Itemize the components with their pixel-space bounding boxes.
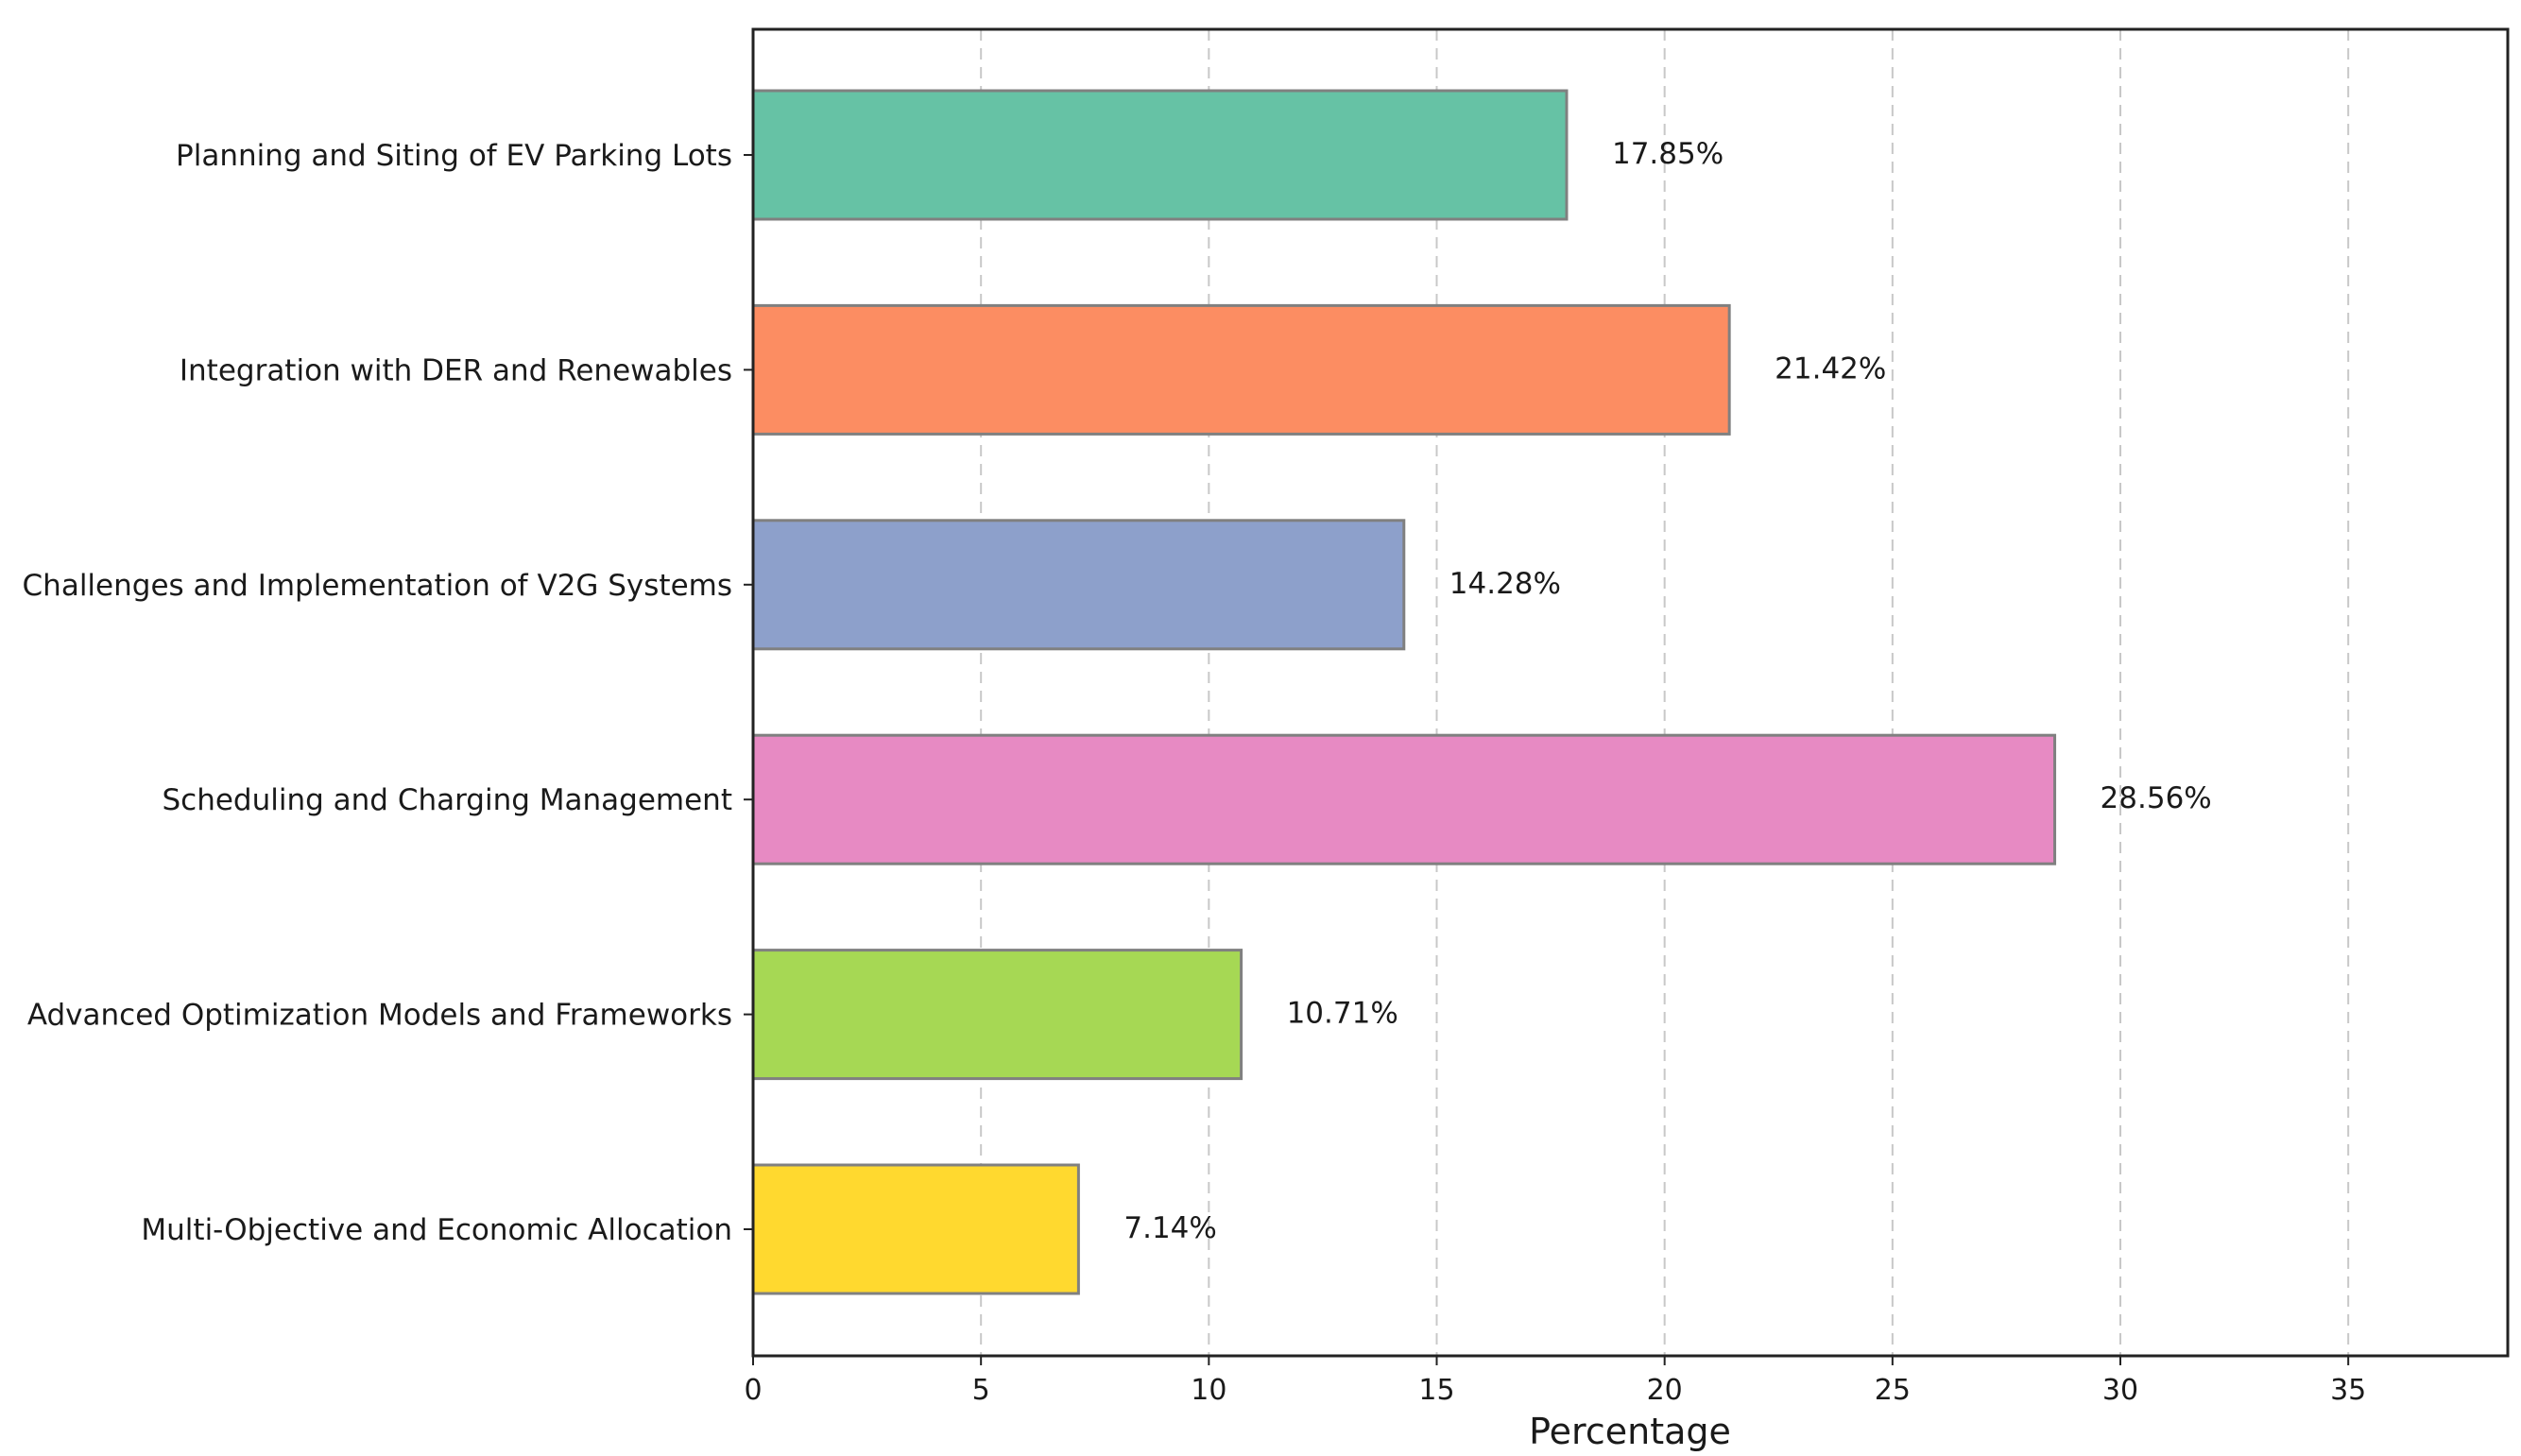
x-axis-title: Percentage	[1529, 1411, 1731, 1452]
x-tick-label: 20	[1647, 1374, 1683, 1407]
plot-frame	[751, 27, 2510, 1358]
x-tick-label: 25	[1875, 1374, 1911, 1407]
value-label: 17.85%	[1612, 137, 1724, 171]
bar-1	[751, 89, 1569, 221]
category-label: Advanced Optimization Models and Framewo…	[27, 999, 732, 1033]
x-tick-label: 0	[744, 1374, 762, 1407]
value-label: 10.71%	[1287, 997, 1398, 1031]
x-tick-label: 10	[1191, 1374, 1226, 1407]
category-label: Multi-Objective and Economic Allocation	[141, 1213, 732, 1247]
category-label: Challenges and Implementation of V2G Sys…	[23, 569, 732, 603]
bar-5	[751, 949, 1243, 1081]
x-tick-label: 5	[972, 1374, 990, 1407]
value-label: 14.28%	[1449, 567, 1561, 601]
bars	[751, 89, 2057, 1295]
bar-4	[751, 733, 2057, 865]
gridlines	[980, 29, 2350, 1356]
x-tick-label: 35	[2330, 1374, 2366, 1407]
value-label: 7.14%	[1123, 1211, 1216, 1245]
category-label: Integration with DER and Renewables	[180, 353, 732, 387]
bar-2	[751, 303, 1731, 436]
x-tick-label: 30	[2102, 1374, 2138, 1407]
labels: Planning and Siting of EV Parking Lots 17…	[23, 137, 2212, 1247]
category-label: Scheduling and Charging Management	[162, 783, 732, 817]
value-label: 21.42%	[1775, 351, 1886, 385]
x-tick-label: 15	[1418, 1374, 1454, 1407]
value-label: 28.56%	[2101, 781, 2212, 815]
x-axis-ticks: 0 5 10 15 20 25 30 35	[744, 154, 2366, 1407]
bar-3	[751, 519, 1406, 651]
category-label: Planning and Siting of EV Parking Lots	[176, 139, 732, 173]
bar-6	[751, 1163, 1080, 1295]
